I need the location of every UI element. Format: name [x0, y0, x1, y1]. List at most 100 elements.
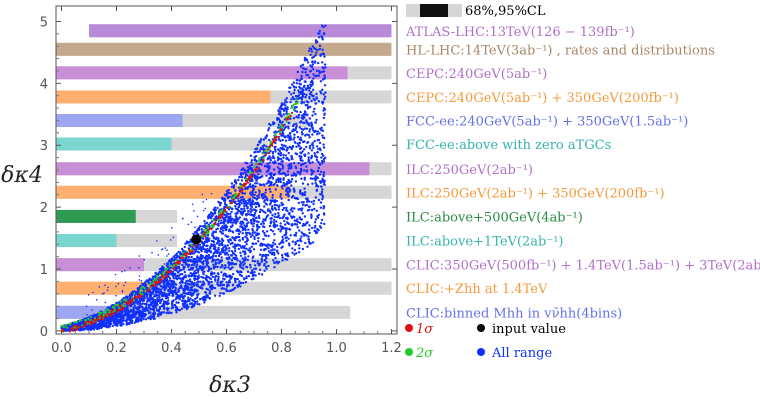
all-range-point — [319, 148, 322, 152]
all-range-point — [243, 262, 246, 265]
sigma1-point — [101, 316, 104, 319]
all-range-point — [265, 165, 269, 168]
sigma1-point — [89, 320, 92, 323]
all-range-point — [282, 181, 285, 185]
all-range-point — [246, 170, 250, 173]
all-range-point — [138, 279, 141, 281]
all-range-point — [190, 286, 193, 289]
all-range-point — [307, 238, 310, 241]
all-range-point — [262, 144, 265, 147]
all-range-point — [110, 307, 113, 310]
all-range-point — [299, 192, 302, 195]
sigma2-point — [104, 309, 108, 312]
all-range-point — [104, 317, 107, 320]
all-range-point — [155, 291, 158, 294]
all-range-point — [170, 239, 172, 241]
sigma2-point — [122, 302, 125, 305]
all-range-point — [233, 279, 237, 282]
all-range-point — [281, 259, 284, 262]
all-range-point — [312, 129, 315, 132]
all-range-point — [317, 198, 321, 202]
all-range-point — [240, 211, 243, 214]
all-range-point — [324, 95, 327, 99]
all-range-point — [282, 148, 286, 151]
all-range-point — [277, 117, 281, 121]
all-range-point — [256, 227, 259, 230]
all-range-point — [268, 181, 272, 184]
all-range-point — [264, 211, 267, 214]
x-axis-label: δκ3 — [209, 373, 251, 398]
all-range-point — [268, 157, 272, 160]
all-range-point — [196, 255, 199, 258]
all-range-point — [196, 300, 199, 303]
all-range-point — [321, 134, 324, 137]
all-range-point — [187, 268, 191, 271]
all-range-point — [264, 248, 267, 251]
all-range-point — [136, 287, 139, 290]
all-range-point — [287, 167, 291, 170]
all-range-point — [122, 322, 125, 326]
all-range-point — [306, 73, 310, 77]
all-range-point — [307, 228, 311, 231]
all-range-point — [219, 201, 223, 205]
all-range-point — [298, 221, 302, 225]
all-range-point — [251, 169, 254, 172]
sigma2-point — [264, 149, 267, 153]
all-range-point — [311, 127, 314, 130]
all-range-point — [166, 307, 169, 310]
all-range-point — [200, 275, 203, 279]
all-range-point — [307, 141, 310, 144]
sigma2-point — [139, 290, 142, 293]
all-range-point — [240, 262, 243, 265]
all-range-point — [310, 99, 313, 103]
sigma1-point — [274, 135, 278, 138]
all-range-point — [198, 285, 201, 289]
all-range-point — [217, 284, 220, 287]
all-range-point — [234, 239, 237, 242]
all-range-point — [86, 314, 88, 316]
all-range-point — [304, 161, 307, 165]
all-range-point — [292, 138, 295, 141]
sigma2-point — [63, 325, 66, 329]
all-range-point — [185, 263, 189, 266]
all-range-point — [203, 301, 206, 304]
sigma1-point — [75, 327, 78, 330]
all-range-point — [306, 85, 310, 88]
all-range-point — [255, 216, 258, 219]
all-range-point — [172, 274, 175, 277]
cl68-band-2 — [56, 66, 348, 80]
all-range-point — [281, 238, 285, 241]
all-range-point — [267, 179, 270, 182]
all-range-point — [152, 304, 156, 307]
all-range-point — [248, 197, 251, 201]
all-range-point — [285, 258, 289, 261]
all-range-point — [308, 147, 312, 150]
all-range-point — [220, 256, 223, 259]
all-range-point — [232, 218, 236, 221]
all-range-point — [315, 145, 319, 148]
sigma1-point — [195, 244, 198, 247]
sigma1-point — [127, 302, 131, 305]
all-range-point — [299, 173, 302, 176]
all-range-point — [273, 239, 276, 242]
all-range-point — [223, 272, 226, 275]
all-range-point — [245, 243, 248, 246]
all-range-point — [149, 314, 152, 318]
sigma1-point — [210, 227, 213, 231]
all-range-point — [323, 55, 326, 58]
all-range-point — [316, 130, 319, 133]
all-range-point — [131, 309, 134, 312]
all-range-point — [293, 141, 297, 144]
cl68-band-3 — [56, 90, 271, 104]
all-range-point — [231, 266, 234, 269]
all-range-point — [217, 275, 220, 279]
all-range-point — [281, 184, 285, 187]
all-range-point — [257, 236, 260, 240]
all-range-point — [310, 50, 314, 53]
all-range-point — [267, 234, 270, 238]
all-range-point — [288, 86, 291, 90]
all-range-point — [258, 141, 262, 144]
all-range-point — [268, 187, 271, 191]
all-range-point — [297, 94, 301, 97]
